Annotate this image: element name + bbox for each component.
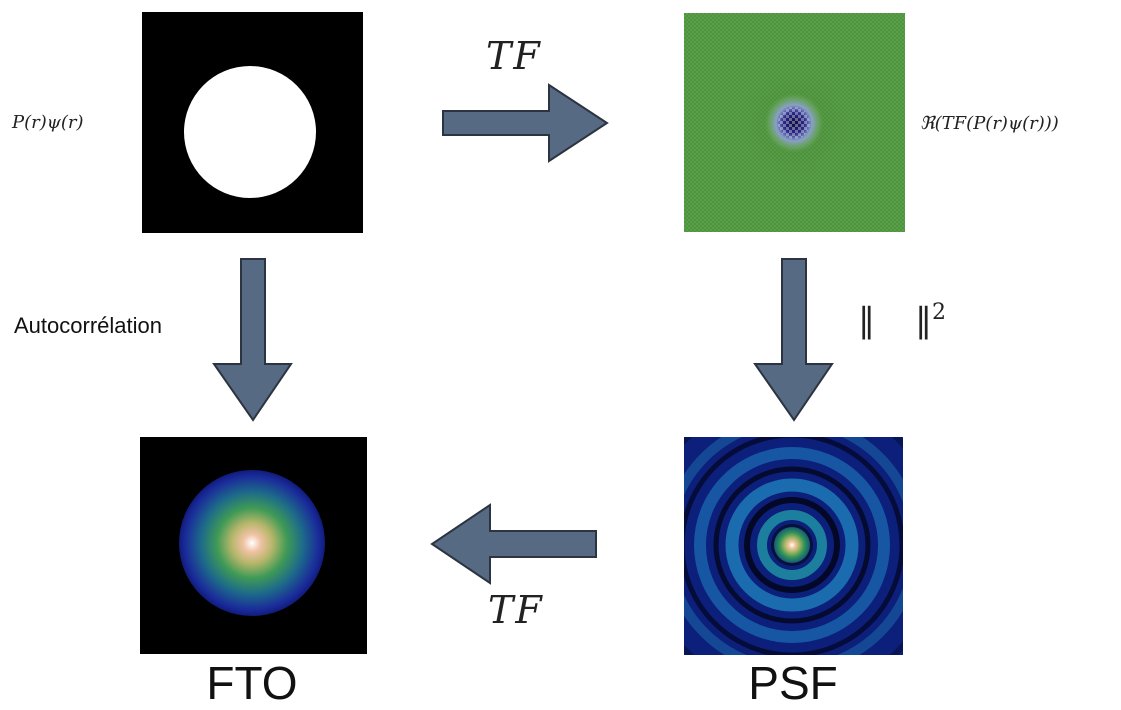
- norm-left-bars: ‖: [858, 300, 875, 341]
- arrow-right-tf: [440, 82, 612, 164]
- arrow-down-autocorrelation: [210, 256, 294, 424]
- psf-caption: PSF: [748, 657, 838, 709]
- real-tf-image: [684, 13, 905, 232]
- tf-top-label: TF: [486, 34, 542, 78]
- tf-bottom-label: TF: [488, 588, 544, 632]
- arrow-down-modulus: [751, 256, 835, 424]
- psf-image: [684, 437, 903, 655]
- pupil-label: P(r)ψ(r): [12, 112, 84, 133]
- norm-squared-label: ‖ ‖2: [858, 300, 946, 340]
- norm-right-bars: ‖: [915, 300, 932, 341]
- norm-exponent: 2: [932, 300, 946, 325]
- pupil-image: [142, 12, 363, 233]
- autocorrelation-label: Autocorrélation: [14, 313, 162, 338]
- fto-caption: FTO: [206, 657, 298, 709]
- real-tf-label: ℜ(TF(P(r)ψ(r))): [920, 113, 1059, 134]
- arrow-left-tf: [428, 502, 600, 586]
- fto-image: [140, 437, 367, 654]
